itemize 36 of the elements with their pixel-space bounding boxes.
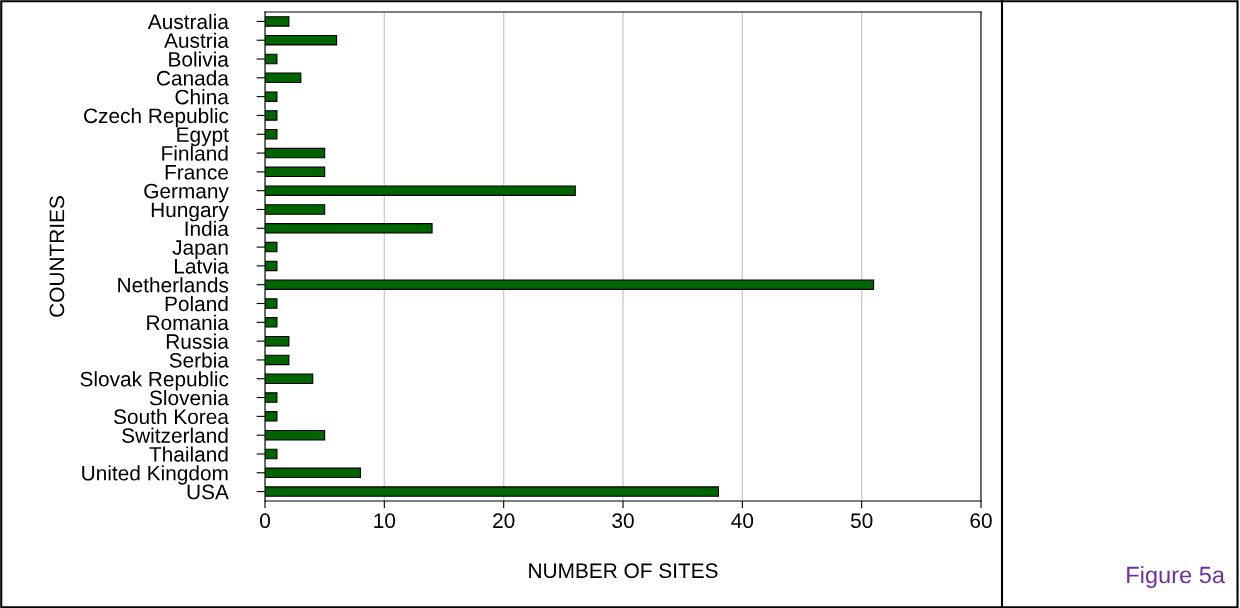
y-tick-label: Austria <box>164 32 229 48</box>
y-tick-label: Switzerland <box>122 427 228 443</box>
x-tick-label: 50 <box>850 513 873 529</box>
y-tick-label: India <box>185 220 229 237</box>
y-tick-label: Hungary <box>151 202 229 222</box>
y-tick-label: Australia <box>147 13 229 30</box>
y-tick-label: Netherlands <box>118 277 229 293</box>
y-tick-label: Bolivia <box>169 51 229 67</box>
y-tick-label: France <box>165 165 228 180</box>
y-tick-label: Canada <box>156 70 229 86</box>
x-tick-label: 60 <box>970 513 992 529</box>
y-tick-label: Serbia <box>169 352 229 368</box>
y-tick-label: Slovak Republic <box>80 371 229 391</box>
y-tick-label: Egypt <box>177 127 229 147</box>
y-tick-label: Romania <box>147 314 229 331</box>
y-tick-label: Latvia <box>175 258 229 274</box>
y-tick-label: China <box>175 89 229 105</box>
y-tick-label: Germany <box>144 183 229 203</box>
caption: Figure 5a <box>1127 565 1226 588</box>
x-axis-title: NUMBER OF SITES <box>529 563 718 579</box>
y-tick-label: Poland <box>165 295 228 312</box>
y-tick-label: Finland <box>162 145 228 161</box>
y-tick-label: USA <box>187 484 229 500</box>
y-tick-label: United Kingdom <box>82 465 228 485</box>
y-tick-label: Slovenia <box>149 390 229 406</box>
x-tick-label: 0 <box>260 513 270 529</box>
y-tick-label: Russia <box>166 333 229 349</box>
x-tick-label: 20 <box>493 513 515 529</box>
y-tick-label: Thailand <box>149 446 228 462</box>
x-tick-label: 40 <box>731 513 754 529</box>
y-axis-title: COUNTRIES <box>49 196 65 317</box>
y-tick-label: Japan <box>172 240 228 259</box>
x-tick-label: 30 <box>612 513 634 529</box>
x-tick-label: 10 <box>374 513 396 529</box>
y-tick-label: Czech Republic <box>84 107 229 128</box>
y-tick-label: South Korea <box>114 408 229 425</box>
